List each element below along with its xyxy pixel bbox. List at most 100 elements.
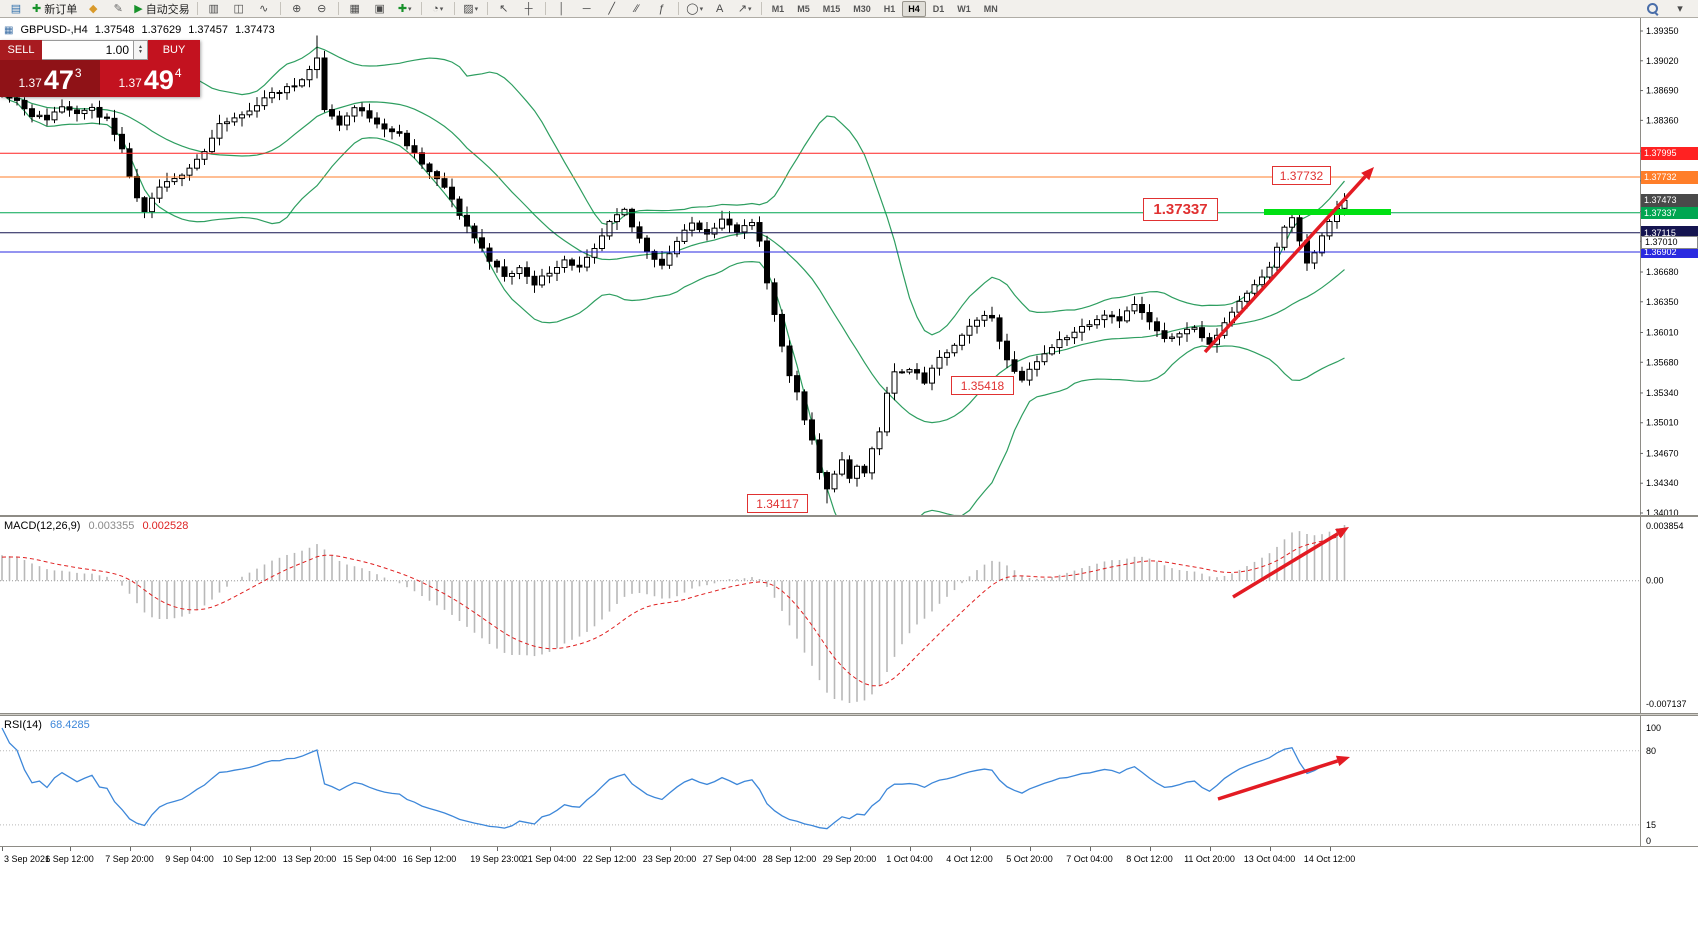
- horizontal-line-icon[interactable]: ─: [575, 0, 599, 18]
- shapes-icon[interactable]: ◯ ▾: [683, 0, 707, 18]
- text-label-icon[interactable]: A: [708, 0, 732, 18]
- dropdown-arrow-icon[interactable]: ▾: [748, 5, 752, 13]
- channel-icon[interactable]: ∕∕: [625, 0, 649, 18]
- timeframe-m1[interactable]: M1: [771, 3, 785, 14]
- templates-icon: ▨: [463, 3, 474, 15]
- main-chart-panel[interactable]: 1.393501.390201.386901.383601.380201.376…: [0, 18, 1698, 515]
- timeframe-h4[interactable]: H4: [902, 0, 926, 17]
- dropdown-arrow-icon[interactable]: ▾: [408, 5, 412, 13]
- new-chart-icon[interactable]: ▤: [4, 0, 28, 18]
- dropdown-arrow-icon[interactable]: ▾: [699, 5, 704, 13]
- buy-button[interactable]: BUY: [148, 40, 200, 60]
- time-tick: [497, 847, 498, 851]
- rsi-canvas[interactable]: 100 80 15 0: [0, 716, 1698, 846]
- time-axis[interactable]: 3 Sep 2021 6 Sep 12:00 7 Sep 20:00 9 Sep 04…: [0, 846, 1698, 871]
- stepper-down-icon[interactable]: ▼: [138, 49, 143, 55]
- add-indicator-icon[interactable]: ✚ ▾: [393, 0, 417, 18]
- timeframe-d1[interactable]: D1: [932, 3, 945, 14]
- svg-text:1.34340: 1.34340: [1646, 478, 1679, 488]
- timeframe-m5[interactable]: M5: [797, 3, 810, 14]
- autotrading-button[interactable]: ▶ 自动交易: [131, 0, 192, 18]
- crosshair-icon: ┼: [524, 2, 533, 15]
- line-chart-icon[interactable]: ∿: [252, 0, 276, 18]
- zoom-in-icon[interactable]: ⊕: [285, 0, 309, 18]
- timeframe-mn[interactable]: MN: [983, 3, 998, 14]
- time-label: 13 Oct 04:00: [1243, 854, 1296, 864]
- buy-price-sup: 4: [174, 66, 182, 80]
- rsi-panel[interactable]: 100 80 15 0 RSI(14) 68.4285: [0, 716, 1698, 846]
- timeframe-m30[interactable]: M30: [853, 3, 871, 14]
- auto-arrange-icon: ▣: [374, 3, 385, 15]
- search-button[interactable]: [1640, 0, 1664, 18]
- panel-splitter-macd[interactable]: [0, 515, 1698, 517]
- volume-input[interactable]: [42, 40, 134, 60]
- time-tick: [2, 847, 3, 851]
- time-label: 8 Oct 12:00: [1126, 854, 1173, 864]
- time-tick: [69, 847, 71, 851]
- svg-text:0: 0: [1646, 836, 1651, 846]
- rsi-label: RSI(14) 68.4285: [4, 719, 90, 731]
- price-annotation-1.37732[interactable]: 1.37732: [1272, 166, 1331, 185]
- tile-windows-icon[interactable]: ▦: [343, 0, 367, 18]
- trendline-icon[interactable]: ╱: [600, 0, 624, 18]
- panel-splitter-rsi[interactable]: [0, 713, 1698, 716]
- macd-axis: 0.003854 0.00 -0.007137: [1640, 517, 1687, 713]
- buy-price-button[interactable]: 1.37 49 4: [100, 60, 200, 97]
- horizontal-line-icon: ─: [582, 2, 591, 15]
- ohlc-low: 1.37457: [188, 24, 228, 36]
- add-indicator-icon: ✚: [397, 3, 408, 15]
- time-label: 6 Sep 12:00: [45, 854, 94, 864]
- time-tick: [249, 847, 251, 851]
- period-selector-icon[interactable]: ◔ ▾: [426, 0, 450, 18]
- shapes-icon: ◯: [686, 3, 699, 15]
- templates-icon[interactable]: ▨ ▾: [459, 0, 483, 18]
- crosshair-icon[interactable]: ┼: [517, 0, 541, 18]
- time-label: 29 Sep 20:00: [822, 854, 877, 864]
- macd-panel[interactable]: 0.003854 0.00 -0.007137 MACD(12,26,9) 0.00…: [0, 517, 1698, 713]
- timeframe-h1[interactable]: H1: [883, 3, 896, 14]
- bars-chart-icon: ▥: [208, 3, 219, 15]
- zoom-out-icon: ⊖: [317, 3, 327, 15]
- stepper-up-icon[interactable]: ▲: [138, 44, 143, 50]
- volume-stepper[interactable]: ▲ ▼: [134, 40, 148, 60]
- time-tick: [669, 847, 671, 851]
- macd-canvas[interactable]: 0.003854 0.00 -0.007137: [0, 517, 1698, 713]
- price-tag-1.37010: 1.37010: [1641, 235, 1698, 249]
- macd-name: MACD(12,26,9): [4, 520, 81, 532]
- price-annotation-1.37337[interactable]: 1.37337: [1143, 198, 1218, 221]
- fibonacci-icon[interactable]: ƒ: [650, 0, 674, 18]
- toolbar-more-button[interactable]: ▾: [1668, 0, 1692, 18]
- new-order-button[interactable]: ✚ 新订单: [29, 0, 80, 18]
- dropdown-arrow-icon[interactable]: ▾: [439, 5, 444, 13]
- zoom-out-icon[interactable]: ⊖: [310, 0, 334, 18]
- new-order-icon: ✚: [32, 3, 42, 15]
- auto-arrange-icon[interactable]: ▣: [368, 0, 392, 18]
- price-annotation-1.34117[interactable]: 1.34117: [747, 494, 808, 513]
- timeframe-w1[interactable]: W1: [957, 3, 971, 14]
- chart-profiles-icon[interactable]: ✎: [106, 0, 130, 18]
- price-chart-canvas[interactable]: 1.393501.390201.386901.383601.380201.376…: [0, 18, 1698, 515]
- metaeditor-icon[interactable]: ◆: [81, 0, 105, 18]
- time-label: 22 Sep 12:00: [582, 854, 637, 864]
- ohlc-high: 1.37629: [141, 24, 182, 36]
- cursor-icon[interactable]: ↖: [492, 0, 516, 18]
- sell-price-button[interactable]: 1.37 47 3: [0, 60, 100, 97]
- timeframe-m15[interactable]: M15: [822, 3, 841, 14]
- arrows-tool-icon[interactable]: ↗ ▾: [733, 0, 757, 18]
- price-annotation-1.35418[interactable]: 1.35418: [951, 376, 1014, 395]
- time-label: 1 Oct 04:00: [886, 854, 933, 864]
- candlestick-chart-icon[interactable]: ◫: [227, 0, 251, 18]
- trendline-icon: ╱: [608, 3, 615, 15]
- bars-chart-icon[interactable]: ▥: [202, 0, 226, 18]
- time-label: 19 Sep 23:00: [470, 854, 524, 864]
- rsi-axis: 100 80 15 0: [1640, 716, 1661, 846]
- toolbar-separator: [486, 2, 488, 15]
- cursor-icon: ↖: [499, 3, 509, 15]
- toolbar-separator: [453, 2, 455, 15]
- dropdown-arrow-icon[interactable]: ▾: [474, 5, 479, 13]
- svg-text:15: 15: [1646, 820, 1656, 830]
- arrows-tool-icon: ↗: [737, 3, 748, 15]
- sell-button[interactable]: SELL: [0, 40, 42, 60]
- time-tick: [789, 847, 791, 851]
- vertical-line-icon[interactable]: │: [550, 0, 574, 18]
